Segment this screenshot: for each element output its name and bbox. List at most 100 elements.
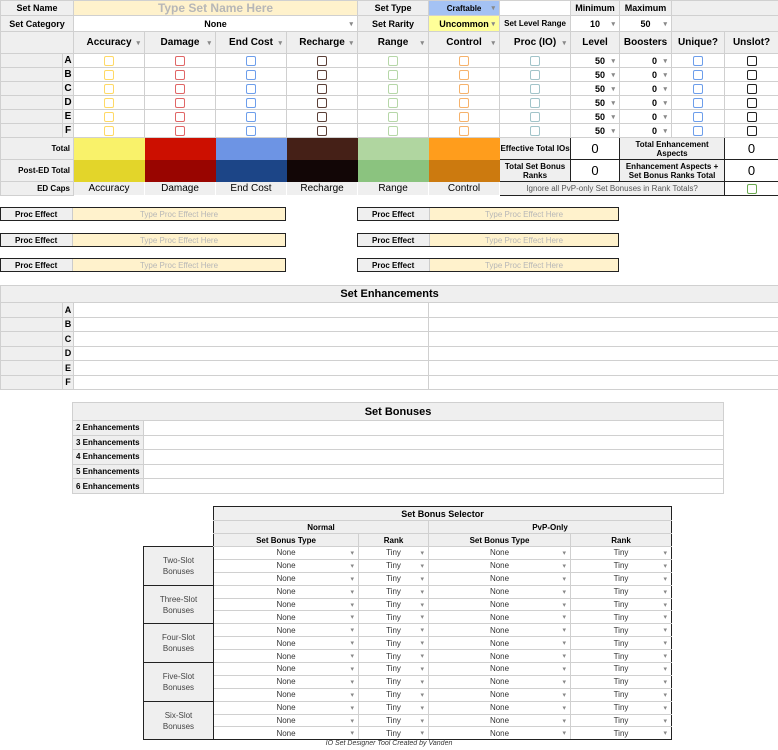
level-dropdown[interactable]: 50 bbox=[570, 109, 621, 124]
level-min-dropdown[interactable]: 10 bbox=[570, 15, 621, 32]
control-checkbox[interactable] bbox=[459, 125, 470, 136]
damage-checkbox[interactable] bbox=[175, 55, 185, 66]
unique-checkbox[interactable] bbox=[693, 111, 704, 122]
proc-checkbox[interactable] bbox=[530, 83, 541, 94]
pvp-rank-dropdown[interactable]: Tiny bbox=[569, 726, 673, 741]
range-checkbox[interactable] bbox=[388, 125, 399, 136]
proc-checkbox[interactable] bbox=[530, 69, 541, 80]
normal-rank-dropdown[interactable]: Tiny bbox=[358, 610, 429, 625]
unique-checkbox[interactable] bbox=[693, 97, 704, 108]
unslot-checkbox[interactable] bbox=[746, 83, 757, 94]
pvp-rank-dropdown[interactable]: Tiny bbox=[569, 687, 673, 702]
recharge-checkbox[interactable] bbox=[317, 55, 328, 66]
unique-checkbox[interactable] bbox=[693, 125, 704, 136]
damage-checkbox[interactable] bbox=[175, 83, 185, 94]
pvp-rank-dropdown[interactable]: Tiny bbox=[569, 597, 673, 612]
boosters-dropdown[interactable]: 0 bbox=[619, 67, 673, 82]
normal-type-dropdown[interactable]: None bbox=[213, 610, 359, 625]
range-checkbox[interactable] bbox=[388, 97, 399, 108]
recharge-checkbox[interactable] bbox=[317, 69, 328, 80]
range-checkbox[interactable] bbox=[388, 83, 399, 94]
pvp-type-dropdown[interactable]: None bbox=[428, 674, 571, 689]
column-header-proc[interactable]: Proc (IO) bbox=[499, 31, 572, 54]
pvp-rank-dropdown[interactable]: Tiny bbox=[569, 674, 673, 689]
normal-rank-dropdown[interactable]: Tiny bbox=[358, 649, 429, 664]
control-checkbox[interactable] bbox=[459, 55, 470, 66]
pvp-rank-dropdown[interactable]: Tiny bbox=[569, 584, 673, 599]
level-dropdown[interactable]: 50 bbox=[570, 53, 621, 68]
damage-checkbox[interactable] bbox=[175, 97, 185, 108]
column-header-accuracy[interactable]: Accuracy bbox=[73, 31, 145, 54]
unslot-checkbox[interactable] bbox=[746, 111, 757, 122]
proc-effect-input[interactable]: Type Proc Effect Here bbox=[73, 259, 285, 271]
normal-rank-dropdown[interactable]: Tiny bbox=[358, 700, 429, 715]
end-cost-checkbox[interactable] bbox=[246, 111, 256, 122]
end-cost-checkbox[interactable] bbox=[246, 125, 256, 136]
range-checkbox[interactable] bbox=[388, 69, 399, 80]
pvp-rank-dropdown[interactable]: Tiny bbox=[569, 649, 673, 664]
end-cost-checkbox[interactable] bbox=[246, 55, 256, 66]
pvp-rank-dropdown[interactable]: Tiny bbox=[569, 636, 673, 651]
control-checkbox[interactable] bbox=[459, 111, 470, 122]
normal-rank-dropdown[interactable]: Tiny bbox=[358, 623, 429, 638]
pvp-type-dropdown[interactable]: None bbox=[428, 687, 571, 702]
range-checkbox[interactable] bbox=[388, 111, 399, 122]
column-header-range[interactable]: Range bbox=[357, 31, 430, 54]
set-category-dropdown[interactable]: None bbox=[72, 15, 359, 32]
pvp-type-dropdown[interactable]: None bbox=[428, 558, 571, 573]
normal-type-dropdown[interactable]: None bbox=[213, 662, 359, 676]
level-dropdown[interactable]: 50 bbox=[570, 123, 621, 138]
control-checkbox[interactable] bbox=[459, 69, 470, 80]
normal-type-dropdown[interactable]: None bbox=[213, 700, 359, 715]
proc-effect-input[interactable]: Type Proc Effect Here bbox=[430, 208, 618, 220]
recharge-checkbox[interactable] bbox=[317, 83, 328, 94]
proc-effect-input[interactable]: Type Proc Effect Here bbox=[73, 234, 285, 246]
pvp-type-dropdown[interactable]: None bbox=[428, 546, 571, 560]
pvp-type-dropdown[interactable]: None bbox=[428, 636, 571, 651]
proc-checkbox[interactable] bbox=[530, 97, 541, 108]
normal-type-dropdown[interactable]: None bbox=[213, 558, 359, 573]
range-checkbox[interactable] bbox=[388, 55, 399, 66]
normal-type-dropdown[interactable]: None bbox=[213, 546, 359, 560]
unique-checkbox[interactable] bbox=[693, 69, 704, 80]
set-name-input[interactable]: Type Set Name Here bbox=[72, 0, 359, 16]
recharge-checkbox[interactable] bbox=[317, 97, 328, 108]
normal-type-dropdown[interactable]: None bbox=[213, 713, 359, 728]
pvp-rank-dropdown[interactable]: Tiny bbox=[569, 571, 673, 586]
accuracy-checkbox[interactable] bbox=[104, 83, 114, 94]
boosters-dropdown[interactable]: 0 bbox=[619, 53, 673, 68]
accuracy-checkbox[interactable] bbox=[104, 69, 114, 80]
boosters-dropdown[interactable]: 0 bbox=[619, 109, 673, 124]
pvp-type-dropdown[interactable]: None bbox=[428, 571, 571, 586]
pvp-type-dropdown[interactable]: None bbox=[428, 662, 571, 676]
end-cost-checkbox[interactable] bbox=[246, 97, 256, 108]
pvp-type-dropdown[interactable]: None bbox=[428, 610, 571, 625]
damage-checkbox[interactable] bbox=[175, 111, 185, 122]
normal-type-dropdown[interactable]: None bbox=[213, 636, 359, 651]
unslot-checkbox[interactable] bbox=[746, 55, 757, 66]
normal-rank-dropdown[interactable]: Tiny bbox=[358, 546, 429, 560]
unslot-checkbox[interactable] bbox=[746, 97, 757, 108]
unique-checkbox[interactable] bbox=[693, 83, 704, 94]
normal-type-dropdown[interactable]: None bbox=[213, 623, 359, 638]
normal-type-dropdown[interactable]: None bbox=[213, 674, 359, 689]
normal-type-dropdown[interactable]: None bbox=[213, 584, 359, 599]
column-header-recharge[interactable]: Recharge bbox=[285, 31, 359, 54]
normal-rank-dropdown[interactable]: Tiny bbox=[358, 726, 429, 741]
recharge-checkbox[interactable] bbox=[317, 111, 328, 122]
accuracy-checkbox[interactable] bbox=[104, 111, 114, 122]
proc-effect-input[interactable]: Type Proc Effect Here bbox=[430, 234, 618, 246]
proc-effect-input[interactable]: Type Proc Effect Here bbox=[73, 208, 285, 220]
normal-rank-dropdown[interactable]: Tiny bbox=[358, 674, 429, 689]
normal-type-dropdown[interactable]: None bbox=[213, 571, 359, 586]
unslot-checkbox[interactable] bbox=[746, 125, 757, 136]
normal-rank-dropdown[interactable]: Tiny bbox=[358, 584, 429, 599]
unslot-checkbox[interactable] bbox=[746, 69, 757, 80]
pvp-rank-dropdown[interactable]: Tiny bbox=[569, 623, 673, 638]
normal-rank-dropdown[interactable]: Tiny bbox=[358, 687, 429, 702]
boosters-dropdown[interactable]: 0 bbox=[619, 123, 673, 138]
normal-rank-dropdown[interactable]: Tiny bbox=[358, 713, 429, 728]
control-checkbox[interactable] bbox=[459, 83, 470, 94]
normal-type-dropdown[interactable]: None bbox=[213, 597, 359, 612]
pvp-type-dropdown[interactable]: None bbox=[428, 597, 571, 612]
